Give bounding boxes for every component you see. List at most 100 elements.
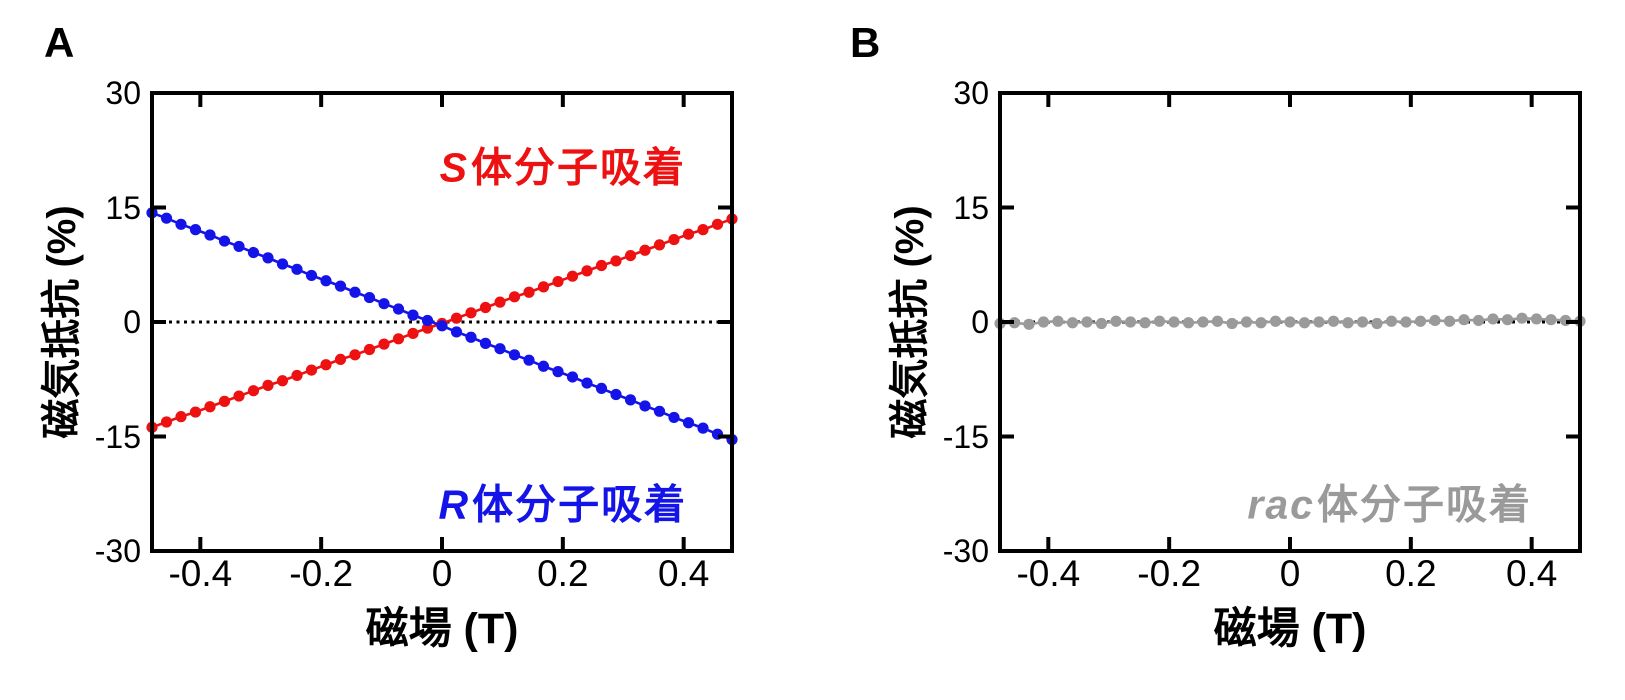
y-tick-label-B: -15 — [942, 418, 989, 455]
x-axis-title-A: 磁場 (T) — [365, 605, 519, 653]
data-point-A-1 — [682, 417, 695, 429]
data-point-A-0 — [668, 233, 680, 246]
data-point-B-0 — [1153, 315, 1166, 327]
panel-label-A: A — [44, 19, 75, 66]
data-point-A-0 — [175, 411, 187, 423]
data-point-A-0 — [378, 338, 390, 350]
data-point-A-1 — [189, 224, 202, 236]
data-point-A-1 — [363, 291, 376, 304]
data-point-B-0 — [1008, 317, 1021, 329]
data-point-B-0 — [1385, 315, 1398, 327]
series-annotation-italic-A-0: S — [439, 144, 470, 191]
x-tick-label-B: 0 — [1279, 553, 1301, 594]
data-point-A-0 — [610, 255, 622, 267]
data-point-A-0 — [218, 395, 231, 407]
y-tick-label-B: 30 — [953, 75, 989, 111]
x-tick-label-B: 0.4 — [1505, 553, 1558, 594]
data-point-A-0 — [552, 275, 564, 288]
data-point-A-0 — [595, 259, 608, 272]
y-tick-label-A: 30 — [105, 75, 141, 111]
data-point-A-0 — [566, 270, 579, 282]
data-point-A-0 — [262, 379, 274, 391]
y-tick-label-A: -30 — [94, 533, 141, 569]
y-tick-label-B: 15 — [953, 189, 989, 226]
y-tick-label-A: -15 — [94, 418, 141, 455]
data-point-B-0 — [1081, 316, 1093, 328]
data-point-B-0 — [1095, 317, 1108, 330]
data-point-A-1 — [291, 263, 303, 275]
data-point-A-1 — [233, 240, 245, 253]
data-point-A-1 — [595, 382, 608, 395]
data-point-B-0 — [1139, 317, 1151, 329]
x-tick-label-A: -0.2 — [289, 553, 354, 594]
data-point-A-0 — [697, 224, 709, 236]
data-point-B-0 — [1501, 314, 1514, 326]
data-point-A-1 — [508, 349, 521, 361]
data-point-B-0 — [1356, 316, 1369, 328]
y-axis-title-B: 磁気抵抗 (%) — [888, 205, 932, 439]
data-point-A-1 — [175, 218, 187, 230]
data-point-A-0 — [160, 416, 173, 428]
data-point-A-1 — [305, 269, 318, 282]
data-point-B-0 — [1197, 316, 1209, 328]
y-tick-label-A: 15 — [105, 189, 141, 226]
data-point-A-1 — [276, 258, 289, 270]
data-point-A-1 — [479, 337, 492, 349]
data-point-B-0 — [1545, 314, 1557, 326]
data-point-A-1 — [537, 360, 550, 372]
data-point-A-1 — [218, 235, 231, 247]
x-tick-label-A: 0.2 — [537, 553, 589, 594]
x-tick-label-A: 0.4 — [657, 553, 710, 594]
data-point-A-0 — [233, 390, 245, 402]
data-point-B-0 — [1066, 317, 1079, 329]
data-point-B-0 — [1530, 313, 1543, 325]
data-point-A-1 — [653, 405, 666, 417]
data-point-B-0 — [1371, 317, 1383, 330]
data-point-B-0 — [1487, 313, 1499, 325]
series-annotation-italic-A-1: R — [438, 481, 471, 528]
series-annotation-A-0: S体分子吸着 — [440, 147, 686, 188]
series-annotation-rest-B-0: 体分子吸着 — [1316, 481, 1532, 528]
data-point-A-1 — [247, 246, 260, 259]
x-tick-label-B: 0.2 — [1385, 553, 1437, 594]
data-point-B-0 — [1429, 314, 1441, 327]
data-point-A-0 — [204, 401, 216, 413]
data-point-A-0 — [537, 281, 550, 293]
data-point-A-1 — [523, 354, 535, 366]
data-point-A-0 — [450, 312, 463, 324]
data-point-A-1 — [436, 320, 448, 332]
data-point-B-0 — [1240, 316, 1253, 328]
data-point-B-0 — [1168, 316, 1180, 328]
data-point-B-0 — [1182, 317, 1195, 329]
data-point-B-0 — [1327, 315, 1340, 327]
data-point-A-0 — [349, 349, 361, 361]
data-point-A-1 — [566, 371, 579, 383]
series-annotation-rest-A-1: 体分子吸着 — [472, 481, 688, 528]
data-point-A-0 — [711, 218, 724, 230]
data-point-A-1 — [421, 314, 434, 327]
data-point-A-1 — [697, 422, 709, 434]
data-point-A-1 — [552, 366, 564, 378]
series-annotation-B-0: rac体分子吸着 — [1247, 481, 1532, 528]
x-tick-label-A: -0.4 — [168, 553, 233, 594]
data-point-A-1 — [160, 212, 173, 224]
data-point-A-1 — [334, 280, 347, 292]
plot-area-A — [146, 91, 738, 553]
data-point-B-0 — [1313, 316, 1325, 328]
data-point-A-0 — [653, 239, 666, 251]
data-point-B-0 — [1284, 316, 1296, 328]
data-point-B-0 — [1124, 316, 1137, 328]
x-tick-label-B: -0.2 — [1137, 553, 1202, 594]
data-point-A-0 — [508, 291, 521, 303]
series-annotation-A-1: R体分子吸着 — [438, 481, 688, 528]
data-point-B-0 — [1211, 315, 1224, 327]
data-point-A-1 — [668, 411, 680, 424]
data-point-B-0 — [1400, 316, 1412, 328]
data-point-B-0 — [1255, 317, 1267, 329]
x-tick-label-A: 0 — [431, 553, 453, 594]
data-point-A-0 — [291, 369, 303, 382]
data-point-A-0 — [392, 333, 405, 345]
data-point-B-0 — [1443, 315, 1456, 327]
data-point-A-0 — [363, 343, 376, 356]
